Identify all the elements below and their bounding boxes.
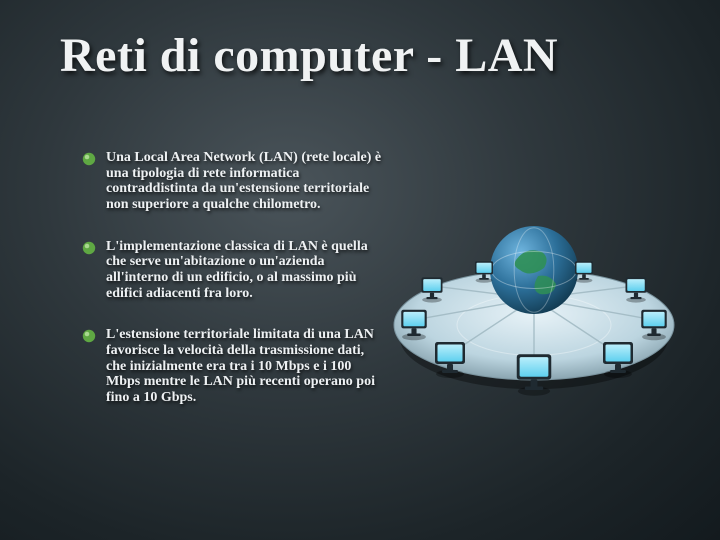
bullet-marker-icon xyxy=(82,152,96,166)
bullet-list: Una Local Area Network (LAN) (rete local… xyxy=(82,150,382,432)
bullet-marker-icon xyxy=(82,241,96,255)
list-item: L'estensione territoriale limitata di un… xyxy=(82,327,382,405)
list-item: L'implementazione classica di LAN è quel… xyxy=(82,239,382,302)
bullet-text: L'implementazione classica di LAN è quel… xyxy=(106,239,368,301)
network-diagram xyxy=(392,170,677,420)
slide-title: Reti di computer - LAN xyxy=(60,28,680,83)
bullet-text: Una Local Area Network (LAN) (rete local… xyxy=(106,150,381,212)
bullet-marker-icon xyxy=(82,329,96,343)
network-diagram-svg xyxy=(392,170,677,420)
bullet-text: L'estensione territoriale limitata di un… xyxy=(106,327,375,405)
list-item: Una Local Area Network (LAN) (rete local… xyxy=(82,150,382,213)
